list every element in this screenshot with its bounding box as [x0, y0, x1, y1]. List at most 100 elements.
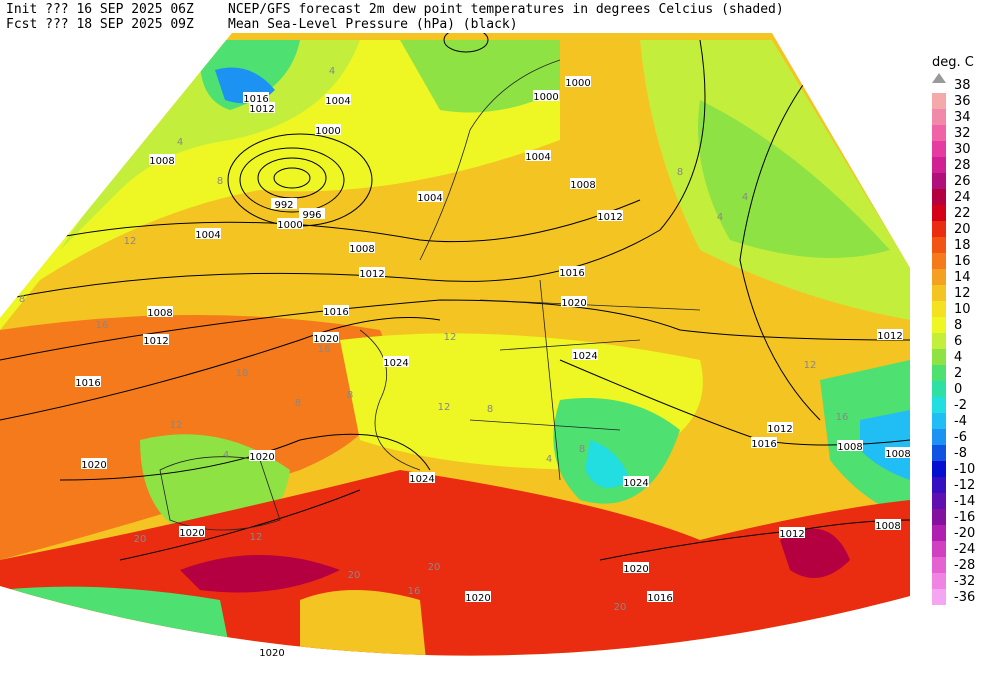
isobar-label-bg: [359, 267, 385, 278]
isobar-label: 1012: [779, 529, 804, 540]
isobar-label-bg: [837, 440, 863, 451]
colorbar-label: -10: [954, 462, 975, 477]
colorbar-label: 36: [954, 94, 971, 109]
colorbar-swatch: [932, 317, 946, 333]
colorbar-label: -36: [954, 590, 975, 605]
isobar-label-bg: [565, 76, 591, 87]
isobar-label: 1004: [525, 152, 550, 163]
isobar-label: 1008: [837, 442, 862, 453]
colorbar-swatch: [932, 365, 946, 381]
isobar-label-bg: [597, 210, 623, 221]
colorbar-label: 20: [954, 222, 971, 237]
colorbar-swatch: [932, 253, 946, 269]
fcst-line: Fcst ??? 18 SEP 2025 09Z: [6, 17, 194, 32]
dewpoint-label: 20: [134, 534, 147, 545]
colorbar-swatch: [932, 589, 946, 605]
isobar-label: 1008: [570, 180, 595, 191]
isobar-label-bg: [875, 519, 901, 530]
isobar-label: 1000: [533, 92, 558, 103]
colorbar-arrow: [932, 73, 946, 83]
isobar-label-bg: [885, 447, 911, 458]
isobar-label-bg: [572, 349, 598, 360]
dewpoint-label: 20: [428, 562, 441, 573]
dewpoint-label: 16: [318, 344, 331, 355]
isobar-label: 1004: [195, 230, 220, 241]
dewpoint-label: 20: [348, 570, 361, 581]
colorbar-swatch: [932, 493, 946, 509]
colorbar-label: -6: [954, 430, 967, 445]
colorbar-swatch: [932, 333, 946, 349]
isobar-label-bg: [349, 242, 375, 253]
colorbar-swatch: [932, 109, 946, 125]
dewpoint-label: 12: [804, 360, 817, 371]
isobar-label: 996: [302, 210, 321, 221]
isobar-label-bg: [323, 305, 349, 316]
dewpoint-label: 16: [96, 320, 109, 331]
colorbar-label: 26: [954, 174, 971, 189]
colorbar-swatch: [932, 525, 946, 541]
colorbar-swatch: [932, 573, 946, 589]
colorbar-label: -20: [954, 526, 975, 541]
isobar-label-bg: [325, 94, 351, 105]
dewpoint-label: 12: [250, 532, 263, 543]
colorbar-swatch: [932, 157, 946, 173]
colorbar-label: 14: [954, 270, 971, 285]
isobar-label: 1020: [81, 460, 106, 471]
isobar-label-bg: [147, 306, 173, 317]
isobar-label: 1012: [877, 331, 902, 342]
isobar-label: 992: [274, 200, 293, 211]
dewpoint-label: 8: [19, 294, 25, 305]
isobar-label: 1008: [149, 156, 174, 167]
colorbar-label: 10: [954, 302, 971, 317]
isobar-label-bg: [417, 191, 443, 202]
colorbar-label: 6: [954, 334, 962, 349]
colorbar-swatch: [932, 221, 946, 237]
colorbar-label: -12: [954, 478, 975, 493]
colorbar-swatch: [932, 189, 946, 205]
dewpoint-label: 4: [177, 137, 183, 148]
isobar-label-bg: [249, 450, 275, 461]
isobar-label-bg: [313, 332, 339, 343]
isobar-label-bg: [561, 296, 587, 307]
colorbar-swatch: [932, 397, 946, 413]
isobar-label: 1020: [561, 298, 586, 309]
isobar-label: 1004: [417, 193, 442, 204]
isobar-label-bg: [779, 527, 805, 538]
colorbar-label: 24: [954, 190, 971, 205]
colorbar-label: 18: [954, 238, 971, 253]
isobar-label-bg: [533, 90, 559, 101]
dewpoint-label: 16: [408, 586, 421, 597]
isobar-label: 1008: [875, 521, 900, 532]
dewpoint-label: 12: [444, 332, 457, 343]
isobar-label-bg: [409, 472, 435, 483]
colorbar-swatch: [932, 413, 946, 429]
isobar-label-bg: [623, 476, 649, 487]
isobar-label: 1012: [249, 104, 274, 115]
colorbar-label: 22: [954, 206, 971, 221]
isobar-label-bg: [647, 591, 673, 602]
isobar-label: 1000: [315, 126, 340, 137]
isobar-label: 1020: [179, 528, 204, 539]
dewpoint-label: 4: [223, 450, 229, 461]
isobar-label: 1012: [767, 424, 792, 435]
colorbar-swatch: [932, 477, 946, 493]
colorbar-swatch: [932, 461, 946, 477]
isobar-label: 1016: [751, 439, 776, 450]
colorbar-label: 8: [954, 318, 962, 333]
isobar-label: 1016: [243, 94, 268, 105]
colorbar-swatch: [932, 445, 946, 461]
isobar-label-bg: [767, 422, 793, 433]
isobar-label-bg: [525, 150, 551, 161]
dewpoint-label: 12: [438, 402, 451, 413]
isobar-label: 1024: [623, 478, 648, 489]
isobar-label: 1012: [597, 212, 622, 223]
colorbar-swatch: [932, 301, 946, 317]
isobar-label-bg: [623, 562, 649, 573]
isobar-label: 1020: [465, 593, 490, 604]
isobar-label: 1000: [277, 220, 302, 231]
colorbar-label: -28: [954, 558, 975, 573]
colorbar-label: -32: [954, 574, 975, 589]
dewpoint-label: 4: [329, 66, 335, 77]
colorbar-label: 16: [954, 254, 971, 269]
isobar-label-bg: [81, 458, 107, 469]
